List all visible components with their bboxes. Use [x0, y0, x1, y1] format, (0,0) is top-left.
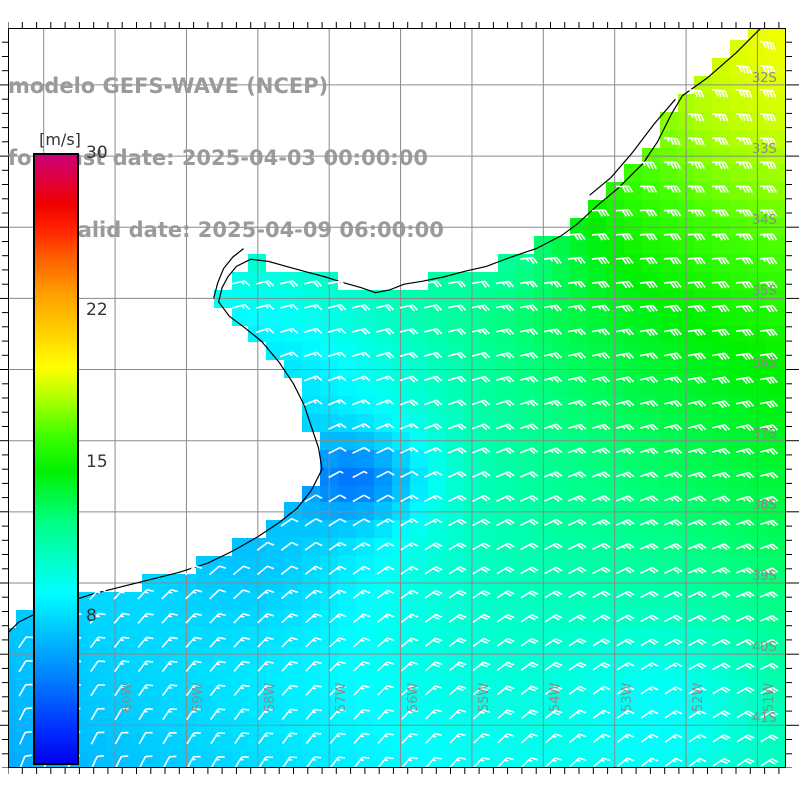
lat-tick-label: 37S: [752, 426, 777, 442]
lat-tick-label: 39S: [752, 569, 777, 584]
colorbar-tick-22: 22: [86, 300, 108, 320]
lon-tick-label: 54W: [548, 682, 564, 712]
lat-tick-label: 32S: [752, 70, 777, 86]
colorbar-tick-30: 30: [86, 143, 108, 163]
map-plot-area[interactable]: [8, 28, 786, 768]
coastline-overlay: [8, 28, 762, 634]
lat-tick-label: 34S: [752, 213, 777, 229]
lon-tick-label: 53W: [619, 682, 635, 712]
lon-tick-label: 52W: [691, 682, 707, 712]
lon-tick-label: 59W: [191, 682, 207, 712]
lat-tick-label: 40S: [752, 640, 777, 656]
lat-tick-label: 35S: [752, 284, 777, 300]
lon-tick-label: 57W: [334, 682, 350, 712]
graticule-grid: [8, 28, 786, 768]
colorbar-tick-8: 8: [86, 606, 97, 626]
axis-ticks-left: [0, 41, 8, 768]
lat-tick-label: 38S: [752, 497, 777, 513]
axis-ticks-bottom: [8, 768, 780, 774]
lat-tick-label: 41S: [752, 711, 777, 727]
lon-tick-label: 58W: [262, 682, 278, 712]
colorbar-tick-15: 15: [86, 452, 108, 472]
lon-tick-label: 60W: [120, 682, 136, 712]
lat-tick-label: 36S: [752, 355, 777, 371]
lon-tick-label: 56W: [405, 682, 421, 712]
lon-tick-label: 51W: [762, 682, 778, 712]
axis-ticks-right: [786, 41, 799, 768]
colorbar[interactable]: [33, 153, 79, 765]
colorbar-gradient: [33, 153, 79, 765]
lat-tick-label: 33S: [752, 142, 777, 158]
lon-tick-label: 55W: [476, 682, 492, 712]
wind-barb-overlay: [18, 40, 779, 768]
colorbar-units-label: [m/s]: [39, 130, 81, 149]
axis-ticks-top: [8, 22, 780, 28]
wind-speed-raster: [8, 28, 786, 768]
